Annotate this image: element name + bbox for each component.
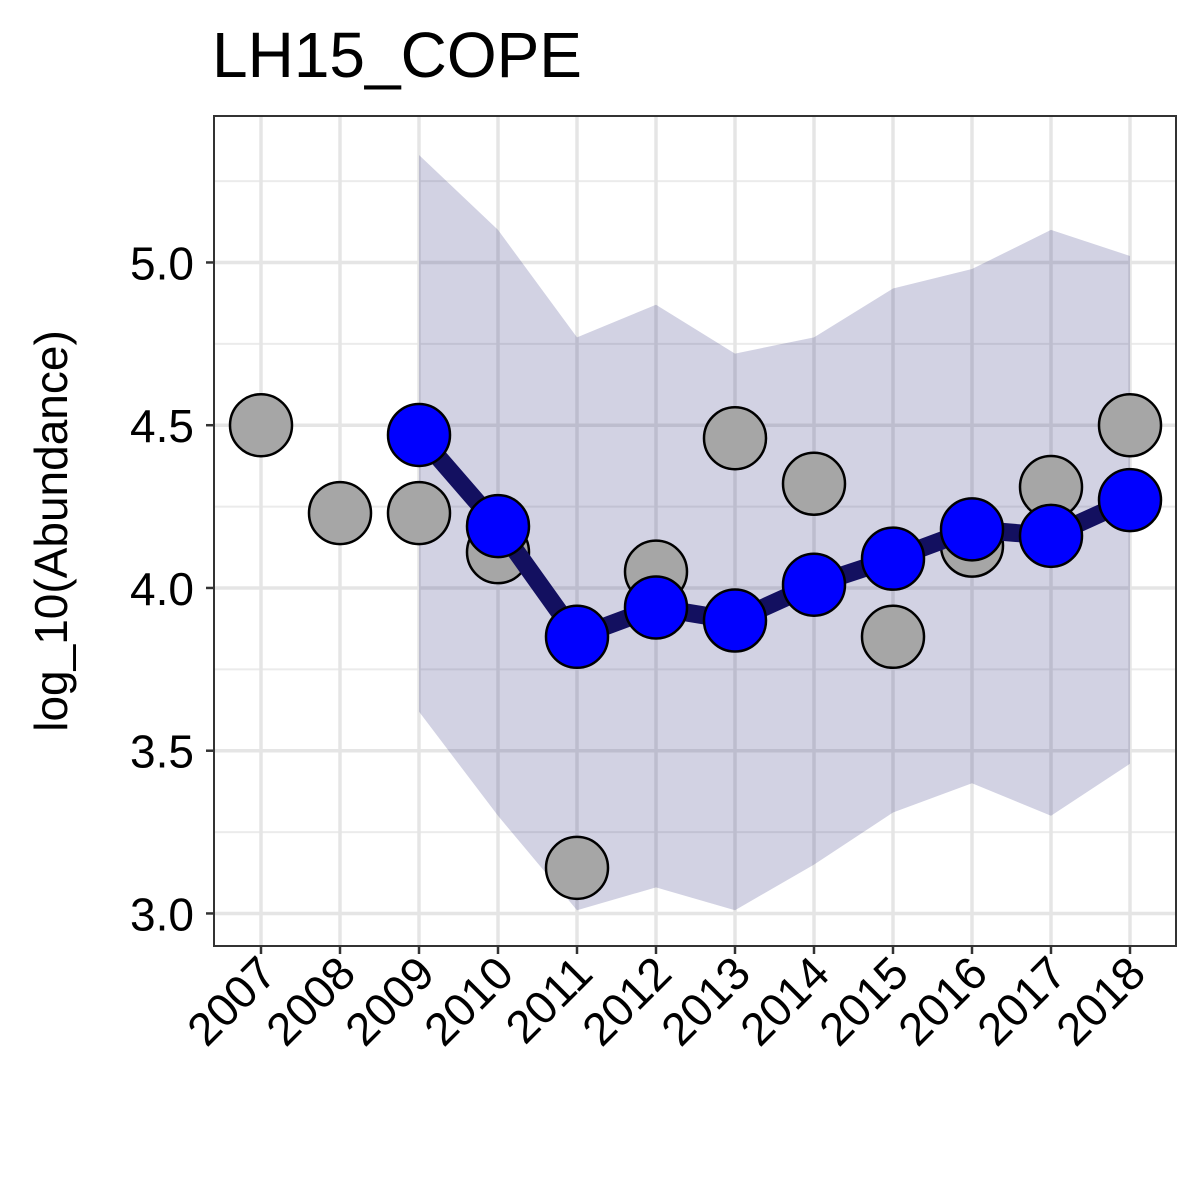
fitted-point xyxy=(1097,467,1163,533)
fitted-point xyxy=(939,497,1005,562)
fitted-point xyxy=(1018,503,1084,569)
confidence-band xyxy=(419,155,1130,911)
y-tick-label: 4.5 xyxy=(130,400,194,452)
y-tick-label: 4.0 xyxy=(130,563,194,615)
x-tick-label: 2012 xyxy=(572,946,681,1055)
fitted-point xyxy=(860,526,926,591)
observed-point xyxy=(860,604,926,670)
fitted-point xyxy=(623,575,689,640)
x-tick-label: 2014 xyxy=(730,946,839,1055)
x-tick-label: 2008 xyxy=(256,946,365,1055)
observed-point xyxy=(702,405,768,471)
fitted-point xyxy=(702,588,768,653)
observed-point xyxy=(228,392,294,458)
x-tick-label: 2017 xyxy=(967,946,1076,1055)
x-tick-label: 2016 xyxy=(888,946,997,1055)
x-tick-label: 2011 xyxy=(495,946,602,1053)
observed-point xyxy=(386,480,452,546)
fitted-points xyxy=(386,402,1163,670)
y-tick-label: 3.0 xyxy=(130,888,194,940)
observed-point xyxy=(781,451,847,517)
fitted-point xyxy=(465,493,531,559)
x-tick-label: 2009 xyxy=(335,946,444,1055)
plot-panel-border xyxy=(213,115,1177,947)
y-tick-label: 5.0 xyxy=(130,237,194,289)
x-tick-label: 2007 xyxy=(177,946,286,1055)
y-axis: 3.0 3.5 4.0 4.5 5.0 xyxy=(130,237,214,940)
fitted-point xyxy=(781,552,847,617)
y-axis-label: log_10(Abundance) xyxy=(25,330,77,732)
observed-point xyxy=(1097,392,1163,458)
fitted-line xyxy=(412,429,1134,646)
y-tick-label: 3.5 xyxy=(130,726,194,778)
chart-title: LH15_COPE xyxy=(212,19,582,91)
x-tick-label: 2013 xyxy=(651,946,760,1055)
observed-points xyxy=(228,392,1163,901)
x-axis: 2007200820092010201120122013201420152016… xyxy=(177,946,1155,1055)
x-tick-label: 2018 xyxy=(1046,946,1155,1055)
fitted-point xyxy=(544,604,610,670)
observed-point xyxy=(544,835,610,901)
fitted-point xyxy=(386,402,452,468)
x-tick-label: 2015 xyxy=(809,946,918,1055)
x-tick-label: 2010 xyxy=(414,946,523,1055)
observed-point xyxy=(307,480,373,546)
